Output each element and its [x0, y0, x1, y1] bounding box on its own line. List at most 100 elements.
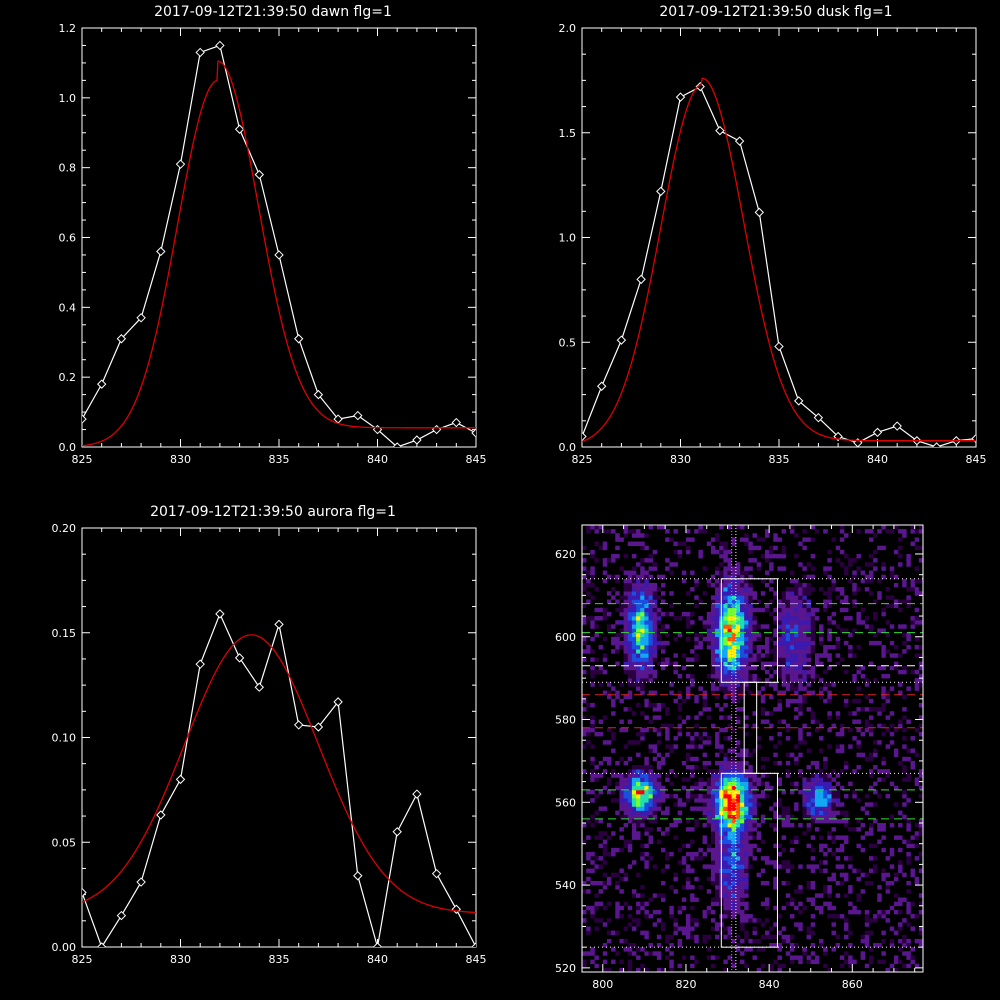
image-pixel	[627, 603, 633, 609]
image-pixel	[835, 880, 841, 886]
image-pixel	[852, 599, 857, 604]
image-pixel	[752, 545, 757, 551]
image-pixel	[723, 715, 728, 720]
image-pixel	[698, 794, 703, 799]
image-pixel	[590, 649, 595, 654]
image-pixel	[710, 616, 716, 621]
image-pixel	[590, 723, 595, 729]
image-pixel	[715, 806, 720, 811]
image-pixel	[764, 607, 770, 613]
image-pixel	[806, 798, 812, 803]
image-pixel	[665, 711, 670, 716]
image-pixel	[744, 645, 749, 650]
image-pixel	[644, 578, 649, 584]
image-pixel	[789, 781, 795, 787]
dawn-frame	[81, 27, 477, 448]
image-pixel	[856, 707, 861, 712]
image-pixel	[773, 682, 778, 687]
image-pixel	[740, 794, 745, 799]
image-pixel	[802, 678, 807, 683]
image-pixel	[864, 727, 870, 733]
image-pixel	[702, 702, 708, 708]
image-pixel	[665, 752, 670, 758]
image-pixel	[710, 661, 716, 667]
image-pixel	[848, 744, 853, 749]
image-pixel	[731, 603, 737, 609]
image-pixel	[698, 640, 703, 646]
image-pixel	[810, 943, 816, 948]
image-pixel	[685, 789, 691, 795]
image-pixel	[677, 909, 683, 915]
image-pixel	[615, 632, 620, 638]
image-pixel	[627, 624, 633, 629]
image-pixel	[748, 620, 753, 625]
image-pixel	[648, 566, 653, 571]
image-pixel	[902, 599, 907, 604]
image-pixel	[806, 748, 812, 753]
image-pixel	[615, 914, 620, 919]
image-pixel	[640, 798, 645, 803]
image-pixel	[661, 926, 666, 931]
image-pixel	[590, 719, 595, 724]
image-pixel	[698, 549, 703, 555]
image-pixel	[598, 831, 604, 836]
image-pixel	[802, 674, 807, 679]
image-pixel	[914, 566, 920, 571]
image-pixel	[702, 690, 708, 695]
image-pixel	[764, 653, 770, 658]
image-pixel	[598, 760, 604, 766]
image-pixel	[760, 707, 766, 712]
image-pixel	[760, 537, 766, 542]
image-pixel	[918, 827, 924, 832]
image-pixel	[652, 674, 658, 679]
image-pixel	[706, 707, 712, 712]
image-pixel	[789, 678, 795, 683]
image-pixel	[731, 856, 737, 861]
image-pixel	[727, 599, 733, 604]
image-pixel	[590, 777, 595, 782]
image-pixel	[656, 607, 662, 613]
image-pixel	[735, 827, 741, 832]
image-pixel	[648, 607, 653, 613]
image-pixel	[777, 537, 782, 542]
image-pixel	[777, 798, 782, 803]
image-pixel	[906, 943, 911, 948]
image-pixel	[802, 545, 807, 551]
image-pixel	[752, 620, 757, 625]
image-pixel	[710, 872, 716, 878]
image-pixel	[735, 698, 741, 704]
image-pixel	[769, 682, 774, 687]
image-pixel	[843, 934, 849, 940]
image-pixel	[648, 661, 653, 667]
image-pixel	[661, 756, 666, 762]
image-pixel	[640, 736, 645, 741]
image-pixel	[694, 897, 699, 902]
image-pixel	[814, 781, 820, 787]
image-pixel	[823, 529, 828, 534]
image-pixel	[898, 545, 903, 551]
image-pixel	[590, 566, 595, 571]
image-pixel	[644, 698, 649, 704]
image-pixel	[810, 678, 816, 683]
image-pixel	[806, 674, 812, 679]
image-pixel	[652, 632, 658, 638]
image-pixel	[864, 938, 870, 944]
image-pixel	[723, 682, 728, 687]
image-pixel	[727, 587, 733, 592]
image-pixel	[731, 897, 737, 902]
image-pixel	[706, 582, 712, 588]
image-pixel	[636, 599, 641, 604]
image-pixel	[773, 864, 778, 869]
image-pixel	[810, 719, 816, 724]
image-pixel	[698, 525, 703, 530]
image-pixel	[744, 872, 749, 878]
image-pixel	[636, 967, 641, 973]
image-pixel	[814, 798, 820, 803]
image-pixel	[586, 789, 591, 795]
image-pixel	[843, 876, 849, 882]
image-pixel	[910, 765, 915, 770]
image-pixel	[744, 773, 749, 778]
image-pixel	[685, 934, 691, 940]
image-pixel	[910, 901, 915, 907]
